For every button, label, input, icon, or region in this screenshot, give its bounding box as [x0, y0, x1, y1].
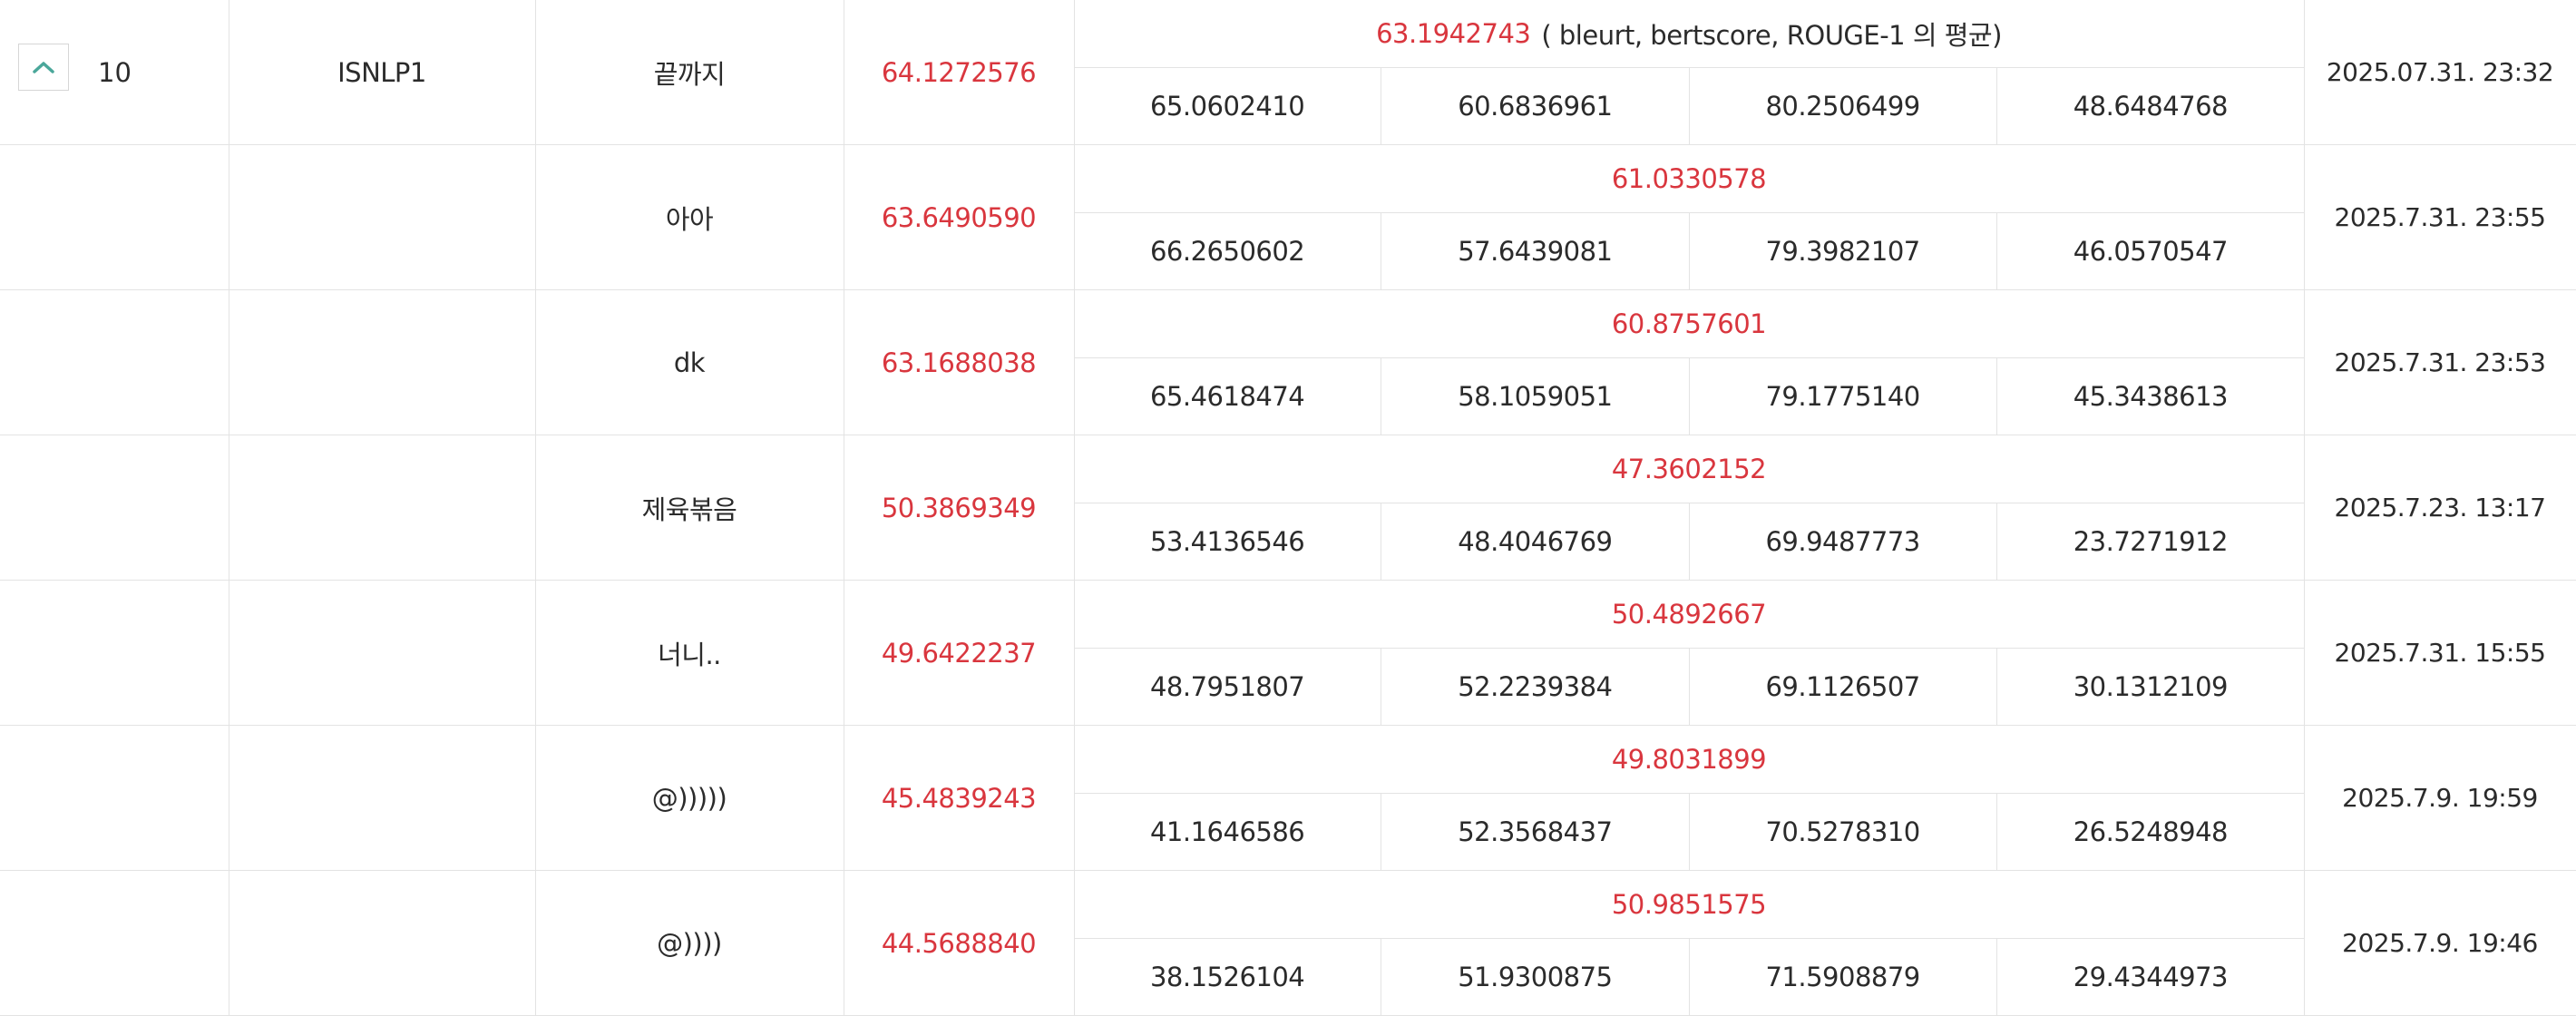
- submission-name: 제육볶음: [641, 493, 737, 525]
- team-name: ISNLP1: [337, 56, 426, 88]
- metric-average: 63.1942743 ( bleurt, bertscore, ROUGE-1 …: [1074, 0, 2304, 68]
- final-score: 50.3869349: [881, 492, 1037, 523]
- final-score: 63.1688038: [881, 347, 1037, 378]
- metric-value: 58.1059051: [1381, 357, 1688, 435]
- metric-breakdown: 49.8031899 41.1646586 52.3568437 70.5278…: [1074, 726, 2304, 871]
- metric-value: 52.3568437: [1381, 793, 1688, 871]
- metric-value: 70.5278310: [1688, 793, 1996, 871]
- metric-values: 41.1646586 52.3568437 70.5278310 26.5248…: [1074, 793, 2304, 871]
- metric-breakdown: 60.8757601 65.4618474 58.1059051 79.1775…: [1074, 290, 2304, 435]
- submission-name: 끝까지: [653, 58, 726, 90]
- metric-value: 48.6484768: [1995, 67, 2304, 145]
- submission-date: 2025.7.9. 19:59: [2342, 783, 2538, 813]
- average-score: 50.4892667: [1611, 599, 1767, 630]
- metric-value: 41.1646586: [1149, 816, 1305, 847]
- metric-value: 69.9487773: [1688, 503, 1996, 581]
- metric-value: 48.7951807: [1149, 671, 1305, 702]
- submission-name: 아아: [665, 203, 714, 235]
- metric-value: 79.1775140: [1688, 357, 1996, 435]
- metric-values: 65.4618474 58.1059051 79.1775140 45.3438…: [1074, 357, 2304, 435]
- table-row: 너니.. 49.6422237 50.4892667 48.7951807 52…: [0, 581, 2576, 726]
- submission-name: @)))): [657, 927, 722, 959]
- final-score: 45.4839243: [881, 782, 1037, 814]
- metric-breakdown: 61.0330578 66.2650602 57.6439081 79.3982…: [1074, 145, 2304, 290]
- final-score: 49.6422237: [881, 637, 1037, 669]
- submission-date: 2025.7.9. 19:46: [2342, 928, 2538, 958]
- rank-number: 10: [98, 56, 132, 88]
- metric-values: 38.1526104 51.9300875 71.5908879 29.4344…: [1074, 938, 2304, 1016]
- metric-value: 52.2239384: [1381, 648, 1688, 726]
- average-score: 50.9851575: [1611, 889, 1767, 920]
- metric-value: 79.3982107: [1688, 212, 1996, 290]
- metric-value: 53.4136546: [1149, 526, 1305, 557]
- metric-average: 47.3602152: [1074, 435, 2304, 503]
- metric-values: 65.0602410 60.6836961 80.2506499 48.6484…: [1074, 67, 2304, 145]
- submission-date: 2025.7.23. 13:17: [2334, 493, 2547, 523]
- metric-value: 51.9300875: [1381, 938, 1688, 1016]
- metric-value: 71.5908879: [1688, 938, 1996, 1016]
- metric-average: 61.0330578: [1074, 145, 2304, 213]
- metric-value: 48.4046769: [1381, 503, 1688, 581]
- metric-breakdown: 50.9851575 38.1526104 51.9300875 71.5908…: [1074, 871, 2304, 1016]
- submission-date: 2025.07.31. 23:32: [2326, 57, 2554, 87]
- metric-value: 60.6836961: [1381, 67, 1688, 145]
- metric-values: 66.2650602 57.6439081 79.3982107 46.0570…: [1074, 212, 2304, 290]
- submission-name: 너니..: [658, 639, 721, 670]
- metric-average: 60.8757601: [1074, 290, 2304, 358]
- submission-date: 2025.7.31. 23:53: [2334, 347, 2547, 377]
- metric-value: 46.0570547: [1995, 212, 2304, 290]
- metric-value: 45.3438613: [1995, 357, 2304, 435]
- final-score: 64.1272576: [881, 56, 1037, 88]
- table-row: 아아 63.6490590 61.0330578 66.2650602 57.6…: [0, 145, 2576, 290]
- average-score: 49.8031899: [1611, 744, 1767, 775]
- table-row: dk 63.1688038 60.8757601 65.4618474 58.1…: [0, 290, 2576, 435]
- metric-breakdown: 50.4892667 48.7951807 52.2239384 69.1126…: [1074, 581, 2304, 726]
- metric-value: 38.1526104: [1149, 962, 1305, 992]
- metric-value: 65.4618474: [1149, 381, 1305, 412]
- metric-average: 50.9851575: [1074, 871, 2304, 939]
- submission-name: dk: [673, 347, 706, 378]
- final-score: 63.6490590: [881, 201, 1037, 233]
- chevron-up-icon: [33, 62, 54, 73]
- metric-values: 48.7951807 52.2239384 69.1126507 30.1312…: [1074, 648, 2304, 726]
- metric-value: 23.7271912: [1995, 503, 2304, 581]
- metric-value: 69.1126507: [1688, 648, 1996, 726]
- average-score: 61.0330578: [1611, 163, 1767, 194]
- table-row: @)))) 44.5688840 50.9851575 38.1526104 5…: [0, 871, 2576, 1016]
- metric-values: 53.4136546 48.4046769 69.9487773 23.7271…: [1074, 503, 2304, 581]
- average-note: ( bleurt, bertscore, ROUGE-1 의 평균): [1541, 20, 2002, 51]
- average-score: 63.1942743: [1376, 18, 1531, 49]
- table-row: @))))) 45.4839243 49.8031899 41.1646586 …: [0, 726, 2576, 871]
- metric-value: 26.5248948: [1995, 793, 2304, 871]
- metric-value: 30.1312109: [1995, 648, 2304, 726]
- table-row: 제육볶음 50.3869349 47.3602152 53.4136546 48…: [0, 435, 2576, 581]
- metric-breakdown: 63.1942743 ( bleurt, bertscore, ROUGE-1 …: [1074, 0, 2304, 145]
- metric-value: 80.2506499: [1688, 67, 1996, 145]
- metric-average: 49.8031899: [1074, 726, 2304, 794]
- metric-breakdown: 47.3602152 53.4136546 48.4046769 69.9487…: [1074, 435, 2304, 581]
- average-score: 47.3602152: [1611, 454, 1767, 484]
- submission-name: @))))): [651, 782, 727, 814]
- average-score: 60.8757601: [1611, 308, 1767, 339]
- table-row: 10 ISNLP1 끝까지 64.1272576 63.1942743 ( bl…: [0, 0, 2576, 145]
- final-score: 44.5688840: [881, 927, 1037, 959]
- collapse-button[interactable]: [18, 44, 69, 91]
- metric-value: 29.4344973: [1995, 938, 2304, 1016]
- metric-value: 66.2650602: [1149, 236, 1305, 267]
- submission-date: 2025.7.31. 15:55: [2334, 638, 2547, 668]
- metric-average: 50.4892667: [1074, 581, 2304, 649]
- submission-date: 2025.7.31. 23:55: [2334, 202, 2547, 232]
- metric-value: 65.0602410: [1149, 91, 1305, 122]
- metric-value: 57.6439081: [1381, 212, 1688, 290]
